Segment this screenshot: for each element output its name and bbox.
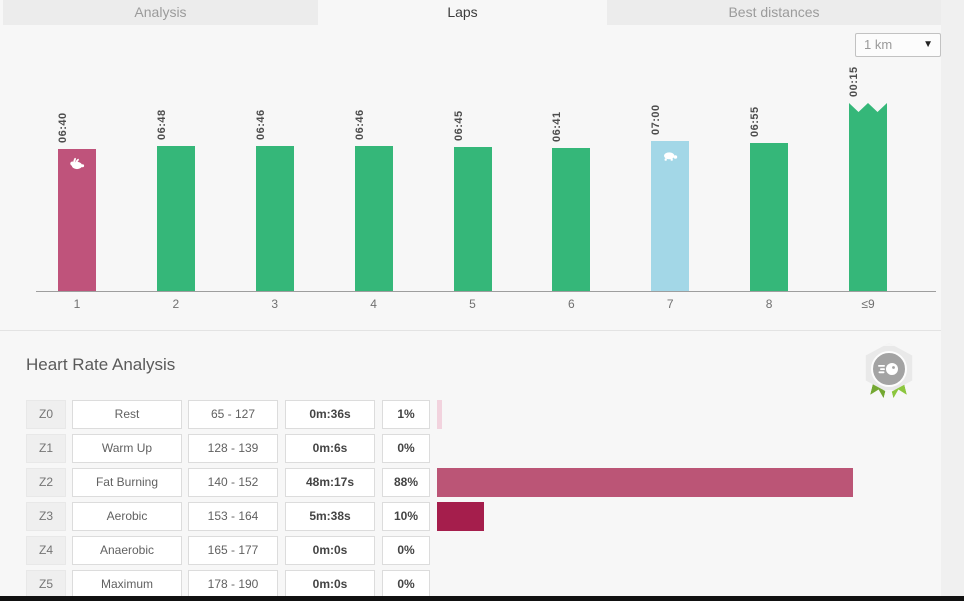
zone-percent: 88% (382, 468, 430, 497)
tab-analysis[interactable]: Analysis (3, 0, 318, 25)
zone-time: 0m:0s (285, 536, 375, 565)
zone-id: Z5 (26, 570, 66, 599)
lap-pace-label: 06:41 (551, 111, 564, 142)
main-panel (0, 0, 941, 601)
x-tick-label: 6 (568, 297, 575, 311)
lap-bar-7[interactable] (651, 141, 690, 291)
x-tick-label: 3 (271, 297, 279, 311)
zone-hr-range: 178 - 190 (188, 570, 278, 599)
zone-percent: 0% (382, 434, 430, 463)
zone-row-Z4: Z4 Anaerobic 165 - 177 0m:0s 0% (0, 536, 941, 565)
zone-id: Z4 (26, 536, 66, 565)
x-tick-label: ≤9 (861, 297, 875, 311)
zone-hr-range: 165 - 177 (188, 536, 278, 565)
lap-bar-6[interactable] (552, 148, 591, 291)
zone-row-Z2: Z2 Fat Burning 140 - 152 48m:17s 88% (0, 468, 941, 497)
zone-time: 48m:17s (285, 468, 375, 497)
lap-pace-label: 06:40 (57, 112, 69, 143)
lap-bar-5[interactable] (453, 147, 492, 291)
lap-pace-label: 00:15 (848, 66, 860, 97)
window-bottom-edge (0, 596, 964, 601)
tab-laps[interactable]: Laps (318, 0, 607, 25)
lap-distance-select[interactable]: 1 km ▼ (855, 33, 941, 57)
x-tick-label: 8 (765, 297, 773, 311)
lap-pace-label: 06:45 (452, 110, 465, 141)
zone-hr-range: 65 - 127 (188, 400, 278, 429)
zone-row-Z5: Z5 Maximum 178 - 190 0m:0s 0% (0, 570, 941, 599)
section-divider (0, 330, 941, 331)
zone-row-Z1: Z1 Warm Up 128 - 139 0m:6s 0% (0, 434, 941, 463)
x-tick-label: 4 (370, 297, 377, 311)
zone-name: Rest (72, 400, 182, 429)
lap-distance-value: 1 km (864, 37, 893, 52)
lap-bar-4[interactable] (354, 146, 393, 291)
x-axis-line (36, 291, 936, 292)
tab-bar: Analysis Laps Best distances (0, 0, 941, 25)
medal-badge-icon (860, 343, 918, 405)
zone-percent: 1% (382, 400, 430, 429)
lap-pace-label: 07:00 (650, 104, 663, 135)
x-tick-label: 7 (666, 297, 674, 311)
zone-name: Aerobic (72, 502, 182, 531)
tab-best-distances[interactable]: Best distances (607, 0, 941, 25)
x-tick-label: 1 (73, 297, 81, 311)
zone-percent-bar (437, 502, 484, 531)
rabbit-icon (69, 157, 85, 170)
zone-time: 0m:6s (285, 434, 375, 463)
zone-percent: 0% (382, 570, 430, 599)
zone-hr-range: 128 - 139 (188, 434, 278, 463)
zone-time: 0m:0s (285, 570, 375, 599)
zone-name: Maximum (72, 570, 182, 599)
zone-hr-range: 140 - 152 (188, 468, 278, 497)
lap-bar-3[interactable] (255, 146, 294, 291)
zone-name: Warm Up (72, 434, 182, 463)
zone-percent: 10% (382, 502, 430, 531)
lap-pace-label: 06:55 (749, 106, 762, 137)
lap-pace-label: 06:46 (254, 109, 267, 140)
speed-emblem-icon (878, 363, 898, 375)
zone-time: 0m:36s (285, 400, 375, 429)
zone-percent-bar (437, 468, 853, 497)
zone-name: Fat Burning (72, 468, 182, 497)
zone-percent: 0% (382, 536, 430, 565)
lap-pace-chart: 06:40 1 06:48 2 06:46 3 06:46 4 06:45 5 06:41 6 07:0… (0, 25, 941, 330)
zone-percent-bar (437, 400, 442, 429)
zone-id: Z3 (26, 502, 66, 531)
x-tick-label: 2 (172, 297, 180, 311)
lap-bar-8[interactable] (750, 143, 789, 291)
turtle-icon (662, 149, 678, 162)
zone-hr-range: 153 - 164 (188, 502, 278, 531)
zone-id: Z0 (26, 400, 66, 429)
lap-pace-label: 06:46 (353, 109, 366, 140)
chevron-down-icon: ▼ (923, 39, 933, 50)
heart-rate-title: Heart Rate Analysis (26, 355, 176, 374)
lap-bar-2[interactable] (156, 146, 195, 291)
zone-row-Z0: Z0 Rest 65 - 127 0m:36s 1% (0, 400, 941, 429)
badge-circle (871, 351, 907, 387)
zone-name: Anaerobic (72, 536, 182, 565)
lap-bar-1[interactable] (58, 149, 96, 291)
lap-bar-≤9[interactable] (849, 103, 887, 291)
zone-id: Z1 (26, 434, 66, 463)
zone-time: 5m:38s (285, 502, 375, 531)
x-tick-label: 5 (469, 297, 476, 311)
lap-pace-label: 06:48 (155, 109, 168, 140)
zone-id: Z2 (26, 468, 66, 497)
zone-row-Z3: Z3 Aerobic 153 - 164 5m:38s 10% (0, 502, 941, 531)
